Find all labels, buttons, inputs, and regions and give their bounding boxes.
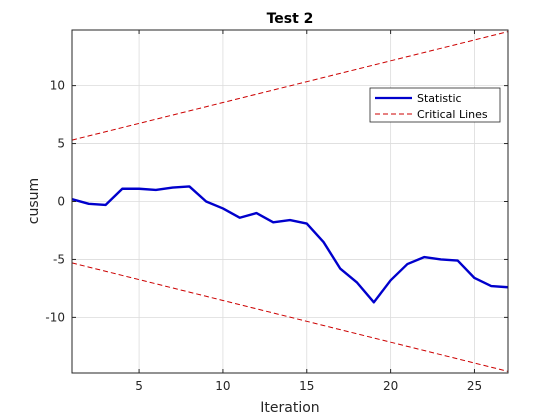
legend: Statistic Critical Lines (369, 87, 501, 123)
x-tick-label: 10 (215, 379, 230, 393)
y-tick-label: 0 (57, 195, 65, 209)
y-tick-label: 10 (50, 79, 65, 93)
legend-label-statistic: Statistic (417, 92, 462, 105)
y-tick-label: -10 (45, 310, 65, 324)
x-tick-label: 25 (467, 379, 482, 393)
x-axis-label: Iteration (260, 400, 319, 416)
x-tick-label: 5 (135, 379, 143, 393)
legend-box (369, 87, 501, 123)
y-tick-label: 5 (57, 137, 65, 151)
y-tick-label: -5 (53, 252, 65, 266)
upper-critical-line (71, 31, 509, 141)
legend-label-critical-lines: Critical Lines (417, 108, 488, 121)
lower-critical-line (71, 262, 509, 372)
chart-title: Test 2 (267, 11, 314, 27)
axis-ticks: 5 10 15 20 25 -10 -5 0 5 10 (45, 30, 508, 393)
series-lines (71, 31, 509, 372)
statistic-line (71, 185, 509, 304)
y-axis-label: cusum (26, 178, 42, 224)
x-tick-label: 20 (383, 379, 398, 393)
x-tick-label: 15 (299, 379, 314, 393)
